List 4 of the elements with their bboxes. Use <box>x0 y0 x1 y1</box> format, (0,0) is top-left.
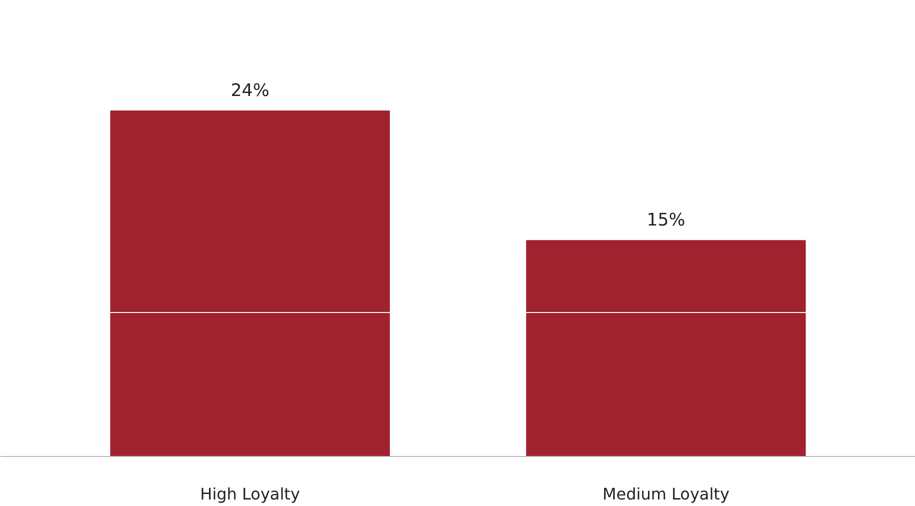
data-label: 24% <box>230 81 270 102</box>
x-tick-label: Medium Loyalty <box>602 484 730 504</box>
data-label: 15% <box>646 210 686 231</box>
x-tick-label: High Loyalty <box>200 484 300 504</box>
